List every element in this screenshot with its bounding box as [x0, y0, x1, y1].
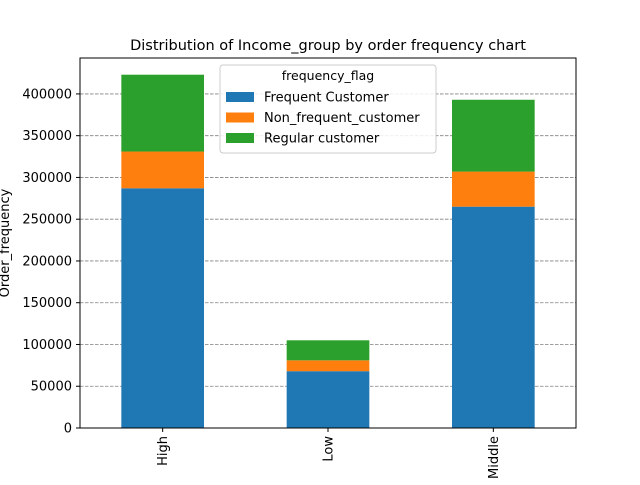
y-tick-label: 200000 — [22, 254, 72, 269]
legend-box — [219, 64, 437, 154]
bar-low-series-0 — [286, 371, 370, 428]
x-tick-label: Middle — [487, 436, 502, 479]
y-tick-label: 100000 — [22, 338, 72, 353]
y-tick-label: 350000 — [22, 129, 72, 144]
legend: frequency_flag Frequent Customer Non_freq… — [219, 64, 437, 154]
y-tick-label: 250000 — [22, 213, 72, 228]
legend-swatch — [226, 112, 254, 123]
y-tick-label: 150000 — [22, 296, 72, 311]
y-tick-label: 0 — [64, 422, 72, 437]
x-axis: High Low Middle — [156, 428, 502, 479]
legend-items: Frequent Customer Non_frequent_customer Re… — [226, 91, 420, 147]
bar-high-series-1 — [121, 151, 204, 189]
chart-title: Distribution of Income_group by order fr… — [130, 38, 526, 54]
x-tick-label: High — [156, 436, 171, 466]
legend-swatch — [226, 133, 254, 143]
legend-swatch — [226, 92, 254, 102]
y-tick-label: 300000 — [22, 171, 72, 186]
bar-middle-series-2 — [452, 99, 535, 172]
x-tick-label: Low — [322, 436, 337, 462]
y-tick-label: 400000 — [22, 87, 72, 102]
bar-high-series-0 — [121, 188, 204, 428]
legend-label: Regular customer — [264, 132, 380, 147]
y-tick-label: 50000 — [31, 380, 72, 395]
legend-label: Non_frequent_customer — [264, 111, 420, 126]
bar-high-series-2 — [121, 74, 204, 152]
legend-title: frequency_flag — [282, 68, 374, 83]
bar-low-series-2 — [286, 340, 370, 361]
legend-label: Frequent Customer — [264, 91, 389, 106]
bar-low-series-1 — [286, 360, 370, 372]
y-axis: 0 50000 100000 150000 200000 250000 300000 3500… — [22, 87, 80, 437]
bar-middle-series-0 — [452, 206, 535, 428]
y-axis-label: Order_frequency — [0, 188, 13, 297]
bar-middle-series-1 — [452, 171, 535, 207]
bars — [121, 74, 535, 428]
